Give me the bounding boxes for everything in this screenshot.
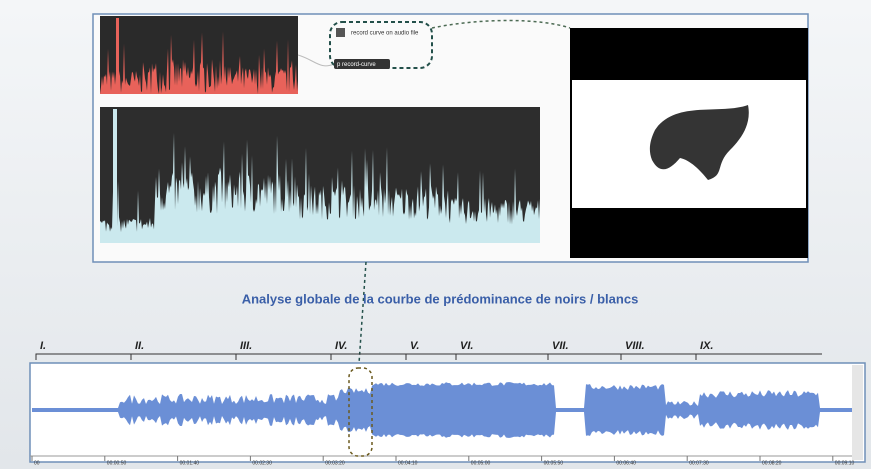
section-bracket xyxy=(547,353,621,360)
cyan-spike xyxy=(113,109,117,243)
time-label: 00:05:50 xyxy=(544,460,564,466)
cyan-area xyxy=(100,132,540,243)
section-label: IX. xyxy=(700,340,713,352)
time-label: 00:02:30 xyxy=(252,460,272,466)
section-bracket xyxy=(330,353,406,360)
checkbox-label: record curve on audio file xyxy=(351,31,419,37)
button-label: p record-curve xyxy=(337,62,376,68)
section-label: VII. xyxy=(552,340,569,352)
section-label: II. xyxy=(135,340,144,352)
section-bracket xyxy=(130,353,236,360)
ink-blob xyxy=(649,105,749,180)
section-bracket xyxy=(35,353,131,360)
section-bracket xyxy=(695,353,822,360)
section-bracket xyxy=(620,353,696,360)
section-label: VIII. xyxy=(625,340,645,352)
section-label: VI. xyxy=(460,340,473,352)
time-label: 00:01:40 xyxy=(180,460,200,466)
section-bracket xyxy=(455,353,548,360)
button[interactable] xyxy=(334,59,390,69)
section-bracket xyxy=(235,353,331,360)
blue-waveform xyxy=(32,382,852,438)
blue-area xyxy=(32,382,852,438)
caption: Analyse globale de la courbe de prédomin… xyxy=(242,291,639,306)
time-label: 00 xyxy=(34,460,40,466)
red-area xyxy=(100,31,298,94)
time-label: 00:04:10 xyxy=(398,460,418,466)
time-label: 00:00:50 xyxy=(107,460,127,466)
arrow-line xyxy=(357,261,367,379)
section-label: I. xyxy=(40,340,46,352)
cyan-waveform xyxy=(100,109,540,243)
time-label: 00:09:10 xyxy=(835,460,855,466)
time-label: 00:08:20 xyxy=(762,460,782,466)
section-bracket xyxy=(405,353,456,360)
time-label: 00:03:20 xyxy=(325,460,345,466)
red-spike xyxy=(116,18,119,94)
focus-box xyxy=(348,367,373,457)
dotted-link xyxy=(431,19,571,29)
section-label: III. xyxy=(240,340,252,352)
section-label: IV. xyxy=(335,340,347,352)
red-waveform xyxy=(100,18,298,94)
time-label: 00:07:30 xyxy=(689,460,709,466)
scrollbar[interactable] xyxy=(852,365,863,460)
time-label: 00:06:40 xyxy=(616,460,636,466)
patch-cord xyxy=(297,54,335,67)
section-label: V. xyxy=(410,340,419,352)
time-label: 00:05:00 xyxy=(471,460,491,466)
checkbox[interactable] xyxy=(336,28,345,37)
